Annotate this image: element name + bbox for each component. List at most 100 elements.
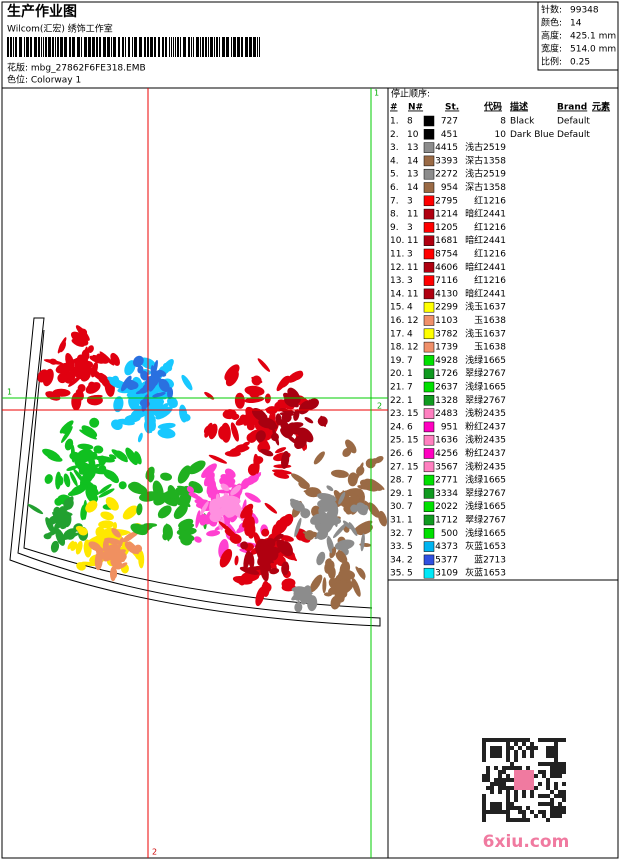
needle: 7 xyxy=(407,383,413,393)
bar xyxy=(214,37,215,57)
needle: 13 xyxy=(407,143,418,153)
stitches: 3109 xyxy=(435,569,458,579)
swatch xyxy=(423,328,435,340)
row-number: 7. xyxy=(390,196,399,206)
code: 玉1638 xyxy=(474,342,506,353)
bar xyxy=(226,37,229,57)
motif xyxy=(111,528,121,538)
motif xyxy=(57,512,64,522)
qr-cell xyxy=(514,766,518,770)
swatch xyxy=(423,262,435,273)
qr-cell xyxy=(502,770,506,774)
code: 灰蓝1653 xyxy=(465,540,506,552)
info-value: 99348 xyxy=(570,6,599,16)
qr-cell xyxy=(502,782,506,786)
qr-cell xyxy=(542,814,546,818)
bar xyxy=(99,37,101,57)
motif xyxy=(207,478,214,494)
motif xyxy=(141,394,149,412)
qr-cell xyxy=(538,794,542,798)
code: 10 xyxy=(495,130,507,140)
motif xyxy=(234,392,245,409)
motif xyxy=(113,552,125,558)
motif xyxy=(98,455,107,466)
motif xyxy=(147,410,156,424)
swatch xyxy=(423,567,435,579)
qr-cell xyxy=(530,810,534,814)
motif xyxy=(118,562,128,569)
qr-cell xyxy=(506,794,510,798)
qr-cell xyxy=(482,802,486,806)
motif xyxy=(85,486,98,504)
motif xyxy=(49,358,58,365)
qr-cell xyxy=(506,806,510,810)
row-number: 34. xyxy=(390,555,404,565)
stitches: 4130 xyxy=(435,289,458,299)
motif xyxy=(309,574,323,593)
code: 浅玉1637 xyxy=(465,327,506,339)
qr-cell xyxy=(498,778,502,782)
motif xyxy=(364,478,383,491)
bar xyxy=(222,37,225,57)
motif xyxy=(101,549,115,560)
motif xyxy=(279,412,294,417)
bar xyxy=(24,37,25,57)
motif xyxy=(100,511,114,521)
row-number: 32. xyxy=(390,529,404,539)
info-value: 14 xyxy=(570,19,582,29)
motif xyxy=(298,480,310,490)
qr-cell xyxy=(482,814,486,818)
motif xyxy=(287,422,298,433)
bar xyxy=(208,37,209,57)
motif xyxy=(181,530,192,535)
motif xyxy=(85,382,101,394)
motif xyxy=(338,491,346,505)
motif xyxy=(71,338,85,347)
bar xyxy=(55,37,56,57)
info-box xyxy=(537,1,619,71)
colorway: 色位: Colorway 1 xyxy=(7,74,81,86)
qr-cell xyxy=(502,810,506,814)
motif xyxy=(243,550,251,570)
motif xyxy=(74,357,87,377)
motif xyxy=(222,409,237,420)
motif xyxy=(270,433,279,442)
qr-cell xyxy=(554,814,558,818)
swatch xyxy=(423,408,435,419)
motif xyxy=(167,396,178,409)
needle: 8 xyxy=(407,117,413,127)
qr-cell xyxy=(506,818,510,822)
motif xyxy=(342,447,352,457)
qr-cell xyxy=(506,750,510,754)
swatch xyxy=(423,142,435,153)
qr-cell xyxy=(486,766,490,770)
motif xyxy=(241,476,252,490)
bar xyxy=(60,37,63,57)
motif xyxy=(158,378,170,392)
studio: Wilcom(汇宏) 绣饰工作室 xyxy=(7,23,113,35)
qr-cell xyxy=(506,798,510,802)
motif xyxy=(313,451,325,465)
swatch xyxy=(423,195,435,207)
motif xyxy=(280,535,294,542)
needle: 4 xyxy=(407,329,413,339)
swatch xyxy=(423,235,435,246)
qr-cell xyxy=(510,746,514,750)
qr-cell xyxy=(506,778,510,782)
motif xyxy=(234,444,249,453)
needle: 1 xyxy=(407,396,413,406)
stitches: 1681 xyxy=(435,236,458,246)
swatch xyxy=(423,288,435,300)
qr-cell xyxy=(494,782,498,786)
row-number: 2. xyxy=(390,130,399,140)
swatch xyxy=(423,395,435,406)
code: 粉红2437 xyxy=(465,447,506,459)
code: 浅粉2435 xyxy=(465,460,506,472)
stitches: 8754 xyxy=(435,250,458,260)
bar xyxy=(88,37,91,57)
qr-cell xyxy=(498,770,502,774)
motif xyxy=(318,521,334,537)
motif xyxy=(215,493,221,504)
motif xyxy=(105,497,119,511)
qr-cell xyxy=(550,750,554,754)
